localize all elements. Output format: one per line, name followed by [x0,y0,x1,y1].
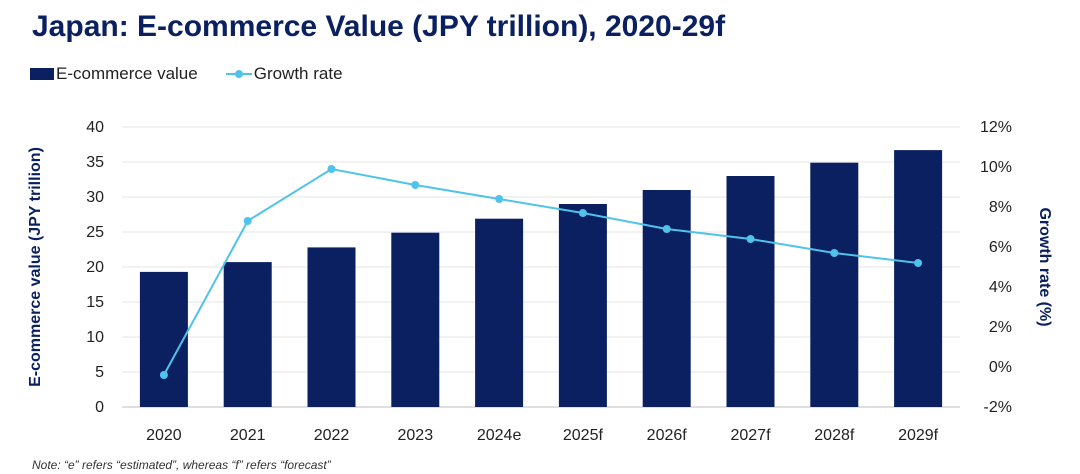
x-tick-label: 2022 [314,427,350,444]
y-tick-label: 20 [86,259,104,276]
y-tick-label: 0 [95,399,104,416]
bar [642,190,691,407]
y2-tick-label: 0% [989,359,1012,376]
growth-rate-point [411,181,420,189]
legend-item-growth-rate: Growth rate [225,64,343,84]
growth-rate-point [746,235,755,243]
bar [223,262,272,407]
growth-rate-point [495,195,504,203]
growth-rate-point [662,225,671,233]
bar [475,218,524,407]
bar-swatch-icon [30,68,54,80]
x-tick-label: 2021 [230,427,266,444]
bar [894,150,943,407]
y-tick-label: 30 [86,189,104,206]
y2-tick-label: 2% [989,319,1012,336]
x-tick-label: 2028f [814,427,855,444]
bar [810,162,859,407]
legend-item-ecommerce-value: E-commerce value [30,64,198,84]
y2-tick-label: 4% [989,279,1012,296]
growth-rate-point [830,249,839,257]
y2-axis-title: Growth rate (%) [1036,207,1053,326]
growth-rate-line [163,167,919,376]
x-tick-label: 2024e [477,427,522,444]
bar [558,204,607,407]
legend-label-ecommerce-value: E-commerce value [56,64,198,83]
legend: E-commerce value Growth rate [30,64,371,84]
y-axis-title: E-commerce value (JPY trillion) [27,147,44,387]
growth-rate-point [578,209,587,217]
y2-tick-label: 8% [989,199,1012,216]
y2-tick-label: 12% [980,119,1012,136]
y-tick-label: 15 [86,294,104,311]
legend-label-growth-rate: Growth rate [253,64,343,83]
growth-rate-point [914,259,923,267]
y-tick-label: 40 [86,119,104,136]
growth-rate-point [327,165,336,173]
line-marker-swatch-icon [225,68,252,80]
chart-title: Japan: E-commerce Value (JPY trillion), … [32,10,726,43]
y-tick-label: 5 [95,364,104,381]
growth-rate-point [159,371,168,379]
y2-tick-label: -2% [984,399,1012,416]
bar [726,176,775,407]
bar [307,247,356,407]
x-tick-label: 2026f [647,427,688,444]
growth-rate-point [243,217,252,225]
y-tick-label: 35 [86,154,104,171]
y2-tick-label: 10% [980,159,1012,176]
x-tick-label: 2025f [563,427,604,444]
y-tick-label: 25 [86,224,104,241]
x-tick-label: 2023 [398,427,434,444]
y2-tick-label: 6% [989,239,1012,256]
bar [391,232,440,407]
footnote: Note: “e” refers “estimated”, whereas “f… [32,458,331,472]
bar [139,271,188,407]
x-tick-label: 2020 [146,427,182,444]
y-tick-label: 10 [86,329,104,346]
x-tick-label: 2029f [898,427,939,444]
x-tick-label: 2027f [730,427,771,444]
